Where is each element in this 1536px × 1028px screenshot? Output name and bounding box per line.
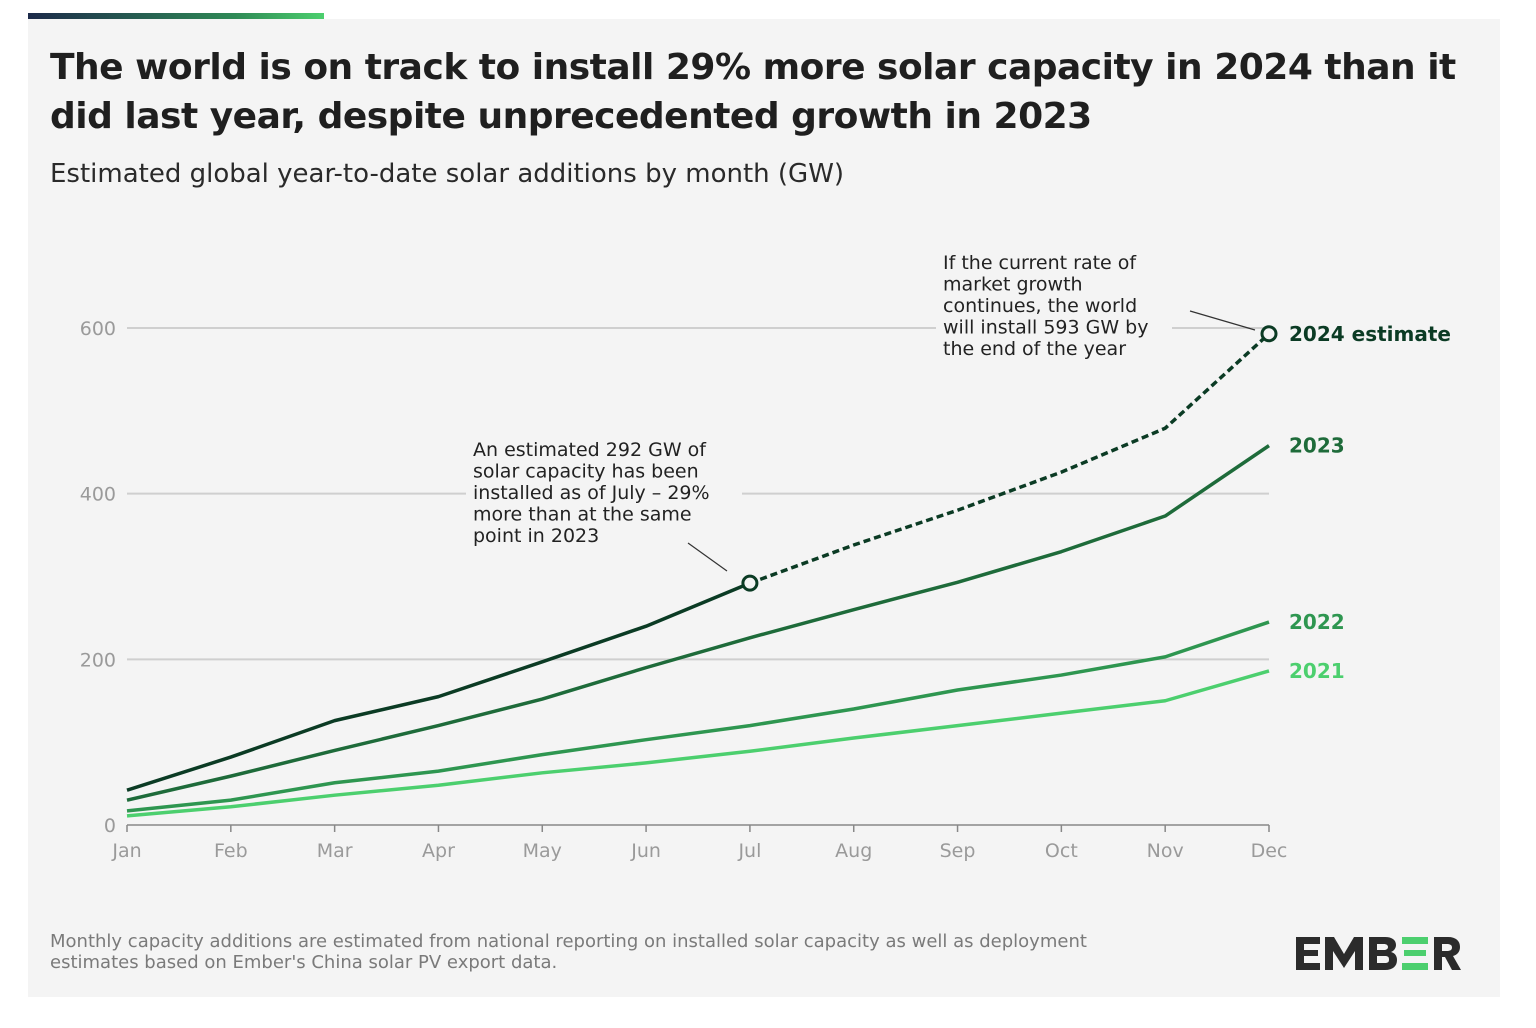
annotation-text: point in 2023 [473,525,599,547]
annotation-text: solar capacity has been [473,461,699,483]
annotation-text: will install 593 GW by [943,317,1148,339]
footnote: Monthly capacity additions are estimated… [50,931,1087,973]
annotation-text: more than at the same [473,504,692,526]
annotation-background [466,438,742,550]
x-tick-label: Jul [737,840,761,862]
series-line-dashed-estimate [749,332,1271,585]
annotation-text: installed as of July – 29% [473,482,710,504]
ember-logo [1296,937,1461,970]
chart-card: The world is on track to install 29% mor… [28,19,1500,997]
annotation-text: continues, the world [943,295,1137,317]
y-tick-label: 600 [80,318,116,340]
y-tick-label: 400 [80,484,116,506]
annotation-text: An estimated 292 GW of [473,439,707,461]
x-tick-label: Nov [1147,840,1184,862]
series-line-2024-estimate [126,581,751,792]
series-label: 2023 [1289,434,1345,458]
data-point-marker [741,574,759,592]
chart-subtitle: Estimated global year-to-date solar addi… [50,159,845,189]
annotation-leader [1189,310,1256,331]
x-tick-label: Oct [1045,840,1078,862]
top-accent-bar [28,13,324,19]
series-label: 2022 [1289,610,1345,634]
annotation-text: market growth [943,274,1083,296]
chart-title: The world is on track to install 29% mor… [50,47,1456,137]
series-label: 2024 estimate [1289,322,1451,346]
x-tick-label: Apr [422,840,455,862]
series-line-2021 [126,669,1270,818]
y-tick-label: 200 [80,649,116,671]
annotation-leader [687,542,728,572]
x-tick-label: Feb [214,840,248,862]
x-tick-label: Mar [317,840,353,862]
annotation-background [936,250,1172,362]
annotation-text: the end of the year [943,338,1126,360]
x-tick-label: Jan [111,840,141,862]
x-tick-label: May [523,840,562,862]
x-tick-label: Jun [630,840,661,862]
series-label: 2021 [1289,659,1345,683]
data-point-marker [1260,325,1278,343]
annotation-text: If the current rate of [943,252,1137,274]
x-tick-label: Sep [940,840,976,862]
series-line-2023 [126,444,1270,802]
x-tick-label: Aug [835,840,872,862]
series-line-2022 [126,620,1270,813]
y-tick-label: 0 [104,815,116,837]
x-tick-label: Dec [1251,840,1288,862]
